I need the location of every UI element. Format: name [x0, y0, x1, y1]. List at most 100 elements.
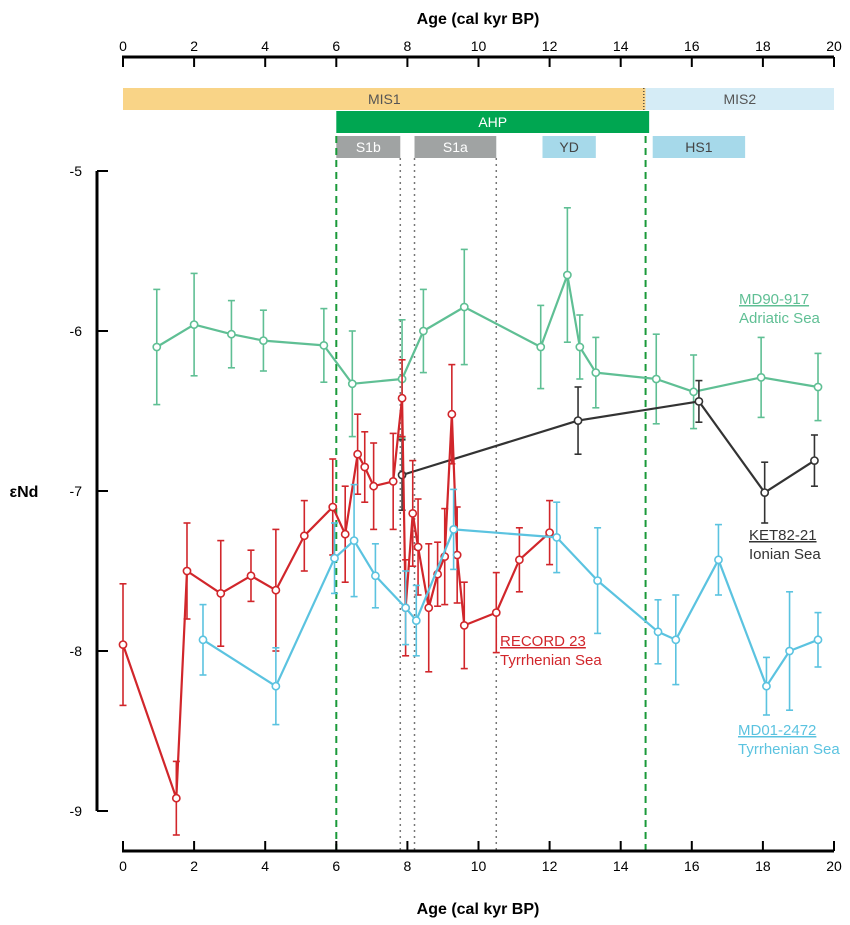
- data-point: [259, 336, 268, 345]
- series-line: [202, 528, 819, 688]
- data-point: [552, 533, 562, 542]
- top-x-tick-label: 8: [404, 38, 412, 54]
- data-point: [347, 379, 357, 389]
- data-point: [328, 502, 338, 512]
- data-point: [424, 603, 434, 613]
- data-point: [689, 387, 698, 397]
- data-point: [810, 456, 819, 465]
- band-label-hs1: HS1: [685, 139, 712, 155]
- data-point: [216, 589, 226, 598]
- data-point: [189, 320, 199, 329]
- y-tick-label: -9: [70, 803, 83, 819]
- band-label-mis1: MIS1: [368, 91, 401, 107]
- top-x-tick-label: 20: [826, 38, 842, 54]
- bottom-x-tick-label: 12: [542, 858, 558, 874]
- top-x-tick-label: 2: [190, 38, 198, 54]
- band-label-s1b: S1b: [356, 139, 381, 155]
- data-point: [651, 374, 661, 384]
- data-point: [371, 571, 380, 581]
- data-point: [813, 382, 823, 392]
- bottom-x-axis-title: Age (cal kyr BP): [417, 901, 540, 918]
- data-point: [653, 627, 663, 637]
- band-mis2: [645, 88, 834, 110]
- axes-layer: Age (cal kyr BP) Age (cal kyr BP) εNd 0 0…: [10, 11, 842, 918]
- y-tick-label: -8: [70, 643, 83, 659]
- data-point: [152, 342, 162, 352]
- band-label-ahp: AHP: [478, 114, 507, 130]
- data-point: [813, 635, 823, 645]
- bottom-x-tick-label: 16: [684, 858, 700, 874]
- data-point: [401, 603, 411, 613]
- top-x-tick-label: 16: [684, 38, 700, 54]
- bottom-x-tick-label: 18: [755, 858, 771, 874]
- data-point: [330, 553, 339, 563]
- data-point: [171, 793, 181, 803]
- data-point: [397, 470, 407, 480]
- series-md90-917: [152, 207, 823, 440]
- series-md01-2472: [198, 483, 823, 726]
- data-point: [271, 681, 281, 691]
- band-yd: [542, 136, 596, 158]
- data-point: [369, 481, 379, 491]
- series-location-label: Tyrrhenian Sea: [738, 741, 840, 758]
- data-point: [319, 340, 329, 350]
- data-point: [397, 393, 407, 403]
- y-axis-title: εNd: [10, 484, 39, 501]
- series-location-label: Adriatic Sea: [739, 310, 821, 327]
- series-name-label: MD01-2472: [738, 722, 816, 739]
- data-point: [299, 531, 309, 541]
- series-labels: MD90-917 Adriatic Sea KET82-21 Ionian Sea RE…: [500, 291, 840, 758]
- bottom-x-tick-label: 0: [119, 858, 127, 874]
- bottom-x-tick-label: 2: [190, 858, 198, 874]
- series-line: [156, 273, 819, 393]
- top-x-tick-label: 10: [471, 38, 487, 54]
- band-label-s1a: S1a: [443, 139, 468, 155]
- band-mis1: [123, 88, 646, 110]
- data-point: [562, 270, 572, 280]
- data-point: [182, 566, 192, 576]
- bottom-x-tick-label: 14: [613, 858, 629, 874]
- y-tick-label: -6: [70, 323, 83, 339]
- data-point: [411, 616, 421, 625]
- data-point: [340, 529, 350, 539]
- band-s1b: [336, 136, 401, 158]
- data-point: [536, 342, 546, 352]
- data-point: [118, 640, 128, 649]
- data-point: [785, 646, 794, 656]
- vertical-reference-lines: [335, 88, 647, 851]
- data-point: [573, 416, 583, 425]
- data-point: [408, 509, 418, 518]
- data-point: [760, 488, 770, 497]
- data-point: [459, 621, 469, 630]
- band-label-mis2: MIS2: [723, 91, 756, 107]
- y-tick-label: -7: [70, 483, 83, 499]
- series-line: [401, 400, 816, 494]
- series-location-label: Tyrrhenian Sea: [500, 652, 602, 669]
- data-point: [591, 368, 601, 377]
- data-point: [575, 342, 585, 352]
- data-point: [671, 635, 681, 645]
- data-point: [388, 476, 398, 486]
- top-x-tick-label: 6: [332, 38, 340, 54]
- series-name-label: KET82-21: [749, 527, 817, 544]
- bottom-x-tick-label: 10: [471, 858, 487, 874]
- bands-layer: MIS1 MIS2 AHP S1b S1a YD HS1: [123, 88, 834, 158]
- band-label-yd: YD: [559, 139, 578, 155]
- series-location-label: Ionian Sea: [749, 546, 821, 563]
- data-point: [360, 462, 370, 472]
- data-point: [545, 528, 554, 537]
- data-point: [349, 536, 359, 545]
- band-s1a: [414, 136, 497, 158]
- data-point: [418, 326, 428, 336]
- data-point: [593, 576, 602, 585]
- top-x-tick-label: 4: [261, 38, 269, 54]
- data-point: [353, 449, 363, 459]
- data-point: [756, 372, 766, 382]
- series-record-23: [118, 358, 554, 836]
- data-point: [447, 409, 457, 419]
- bottom-x-tick-label: 8: [404, 858, 412, 874]
- data-point: [198, 635, 208, 645]
- data-point: [714, 555, 723, 565]
- bottom-x-tick-label: 4: [261, 858, 269, 874]
